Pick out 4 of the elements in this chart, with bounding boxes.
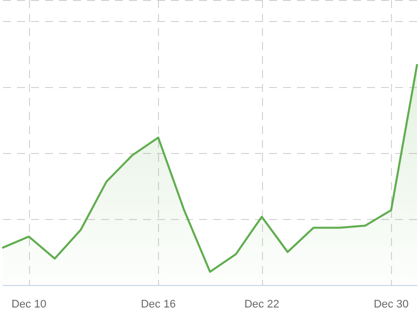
- x-tick-label: Dec 30: [374, 298, 409, 310]
- x-tick-label: Dec 16: [140, 298, 176, 310]
- x-tick-label: Dec 22: [244, 298, 280, 310]
- x-tick-label: Dec 10: [11, 298, 46, 310]
